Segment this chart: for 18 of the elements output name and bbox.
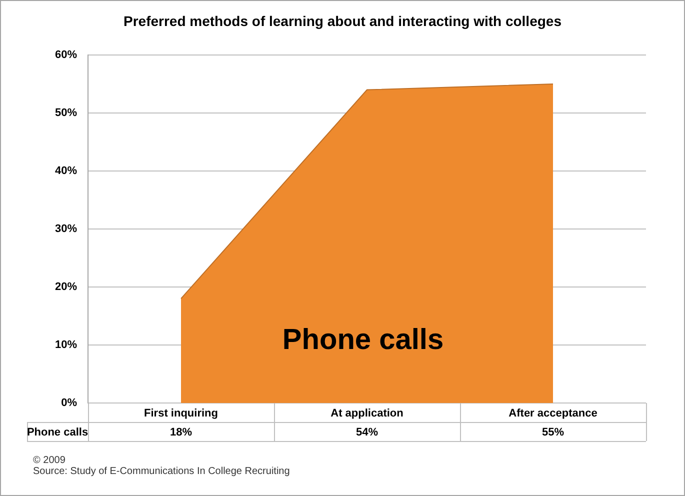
chart-title: Preferred methods of learning about and interacting with colleges xyxy=(124,12,562,29)
x-tick-label: First inquiring xyxy=(144,408,218,420)
text: © 2009 xyxy=(33,454,66,466)
y-tick-label: 40% xyxy=(54,165,78,178)
y-tick-label: 50% xyxy=(54,107,78,120)
data-label: 54% xyxy=(356,426,378,439)
y-tick-label: 10% xyxy=(54,339,78,352)
data-label: 55% xyxy=(542,426,564,439)
text: Phone calls xyxy=(26,426,88,439)
data-label: 18% xyxy=(170,426,192,439)
x-tick-label: After acceptance xyxy=(508,408,598,420)
series-label: Phone calls xyxy=(282,324,444,356)
y-tick-label: 60% xyxy=(54,49,78,62)
source-note: Source: Study of E-Communications In College Recruiting xyxy=(33,466,290,477)
y-tick-label: 20% xyxy=(54,281,78,294)
y-tick-label: 0% xyxy=(61,397,78,410)
x-tick-label: At application xyxy=(330,408,404,420)
y-tick-label: 30% xyxy=(54,223,78,236)
